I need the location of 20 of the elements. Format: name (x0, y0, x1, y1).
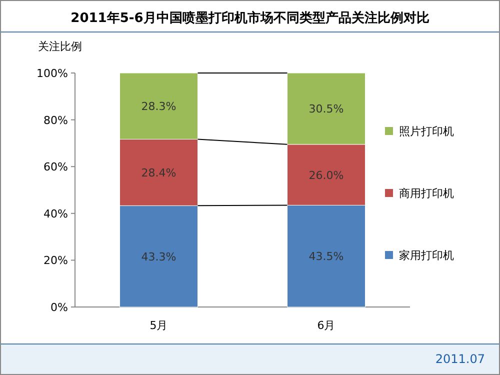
legend-label: 商用打印机 (399, 187, 454, 200)
data-label: 43.5% (308, 250, 344, 264)
text: 2011.07 (435, 352, 485, 366)
y-axis-title: 关注比例 (38, 40, 82, 53)
y-tick-label: 60% (44, 160, 68, 174)
y-tick-label: 20% (44, 254, 68, 268)
y-tick-label: 100% (36, 67, 68, 80)
legend-label: 照片打印机 (399, 125, 454, 138)
data-label: 43.3% (141, 250, 176, 264)
legend-label: 家用打印机 (399, 249, 454, 262)
data-label: 28.3% (141, 100, 176, 114)
data-label: 30.5% (308, 102, 344, 116)
chart-title: 2011年5-6月中国喷墨打印机市场不同类型产品关注比例对比 (70, 10, 430, 26)
y-tick-label: 0% (50, 301, 68, 314)
x-tick-label: 6月 (317, 319, 336, 332)
x-tick-label: 5月 (150, 319, 168, 332)
y-tick-label: 40% (44, 207, 68, 220)
data-label: 28.4% (141, 166, 176, 180)
y-tick-label: 80% (44, 114, 68, 127)
data-label: 26.0% (308, 168, 344, 182)
